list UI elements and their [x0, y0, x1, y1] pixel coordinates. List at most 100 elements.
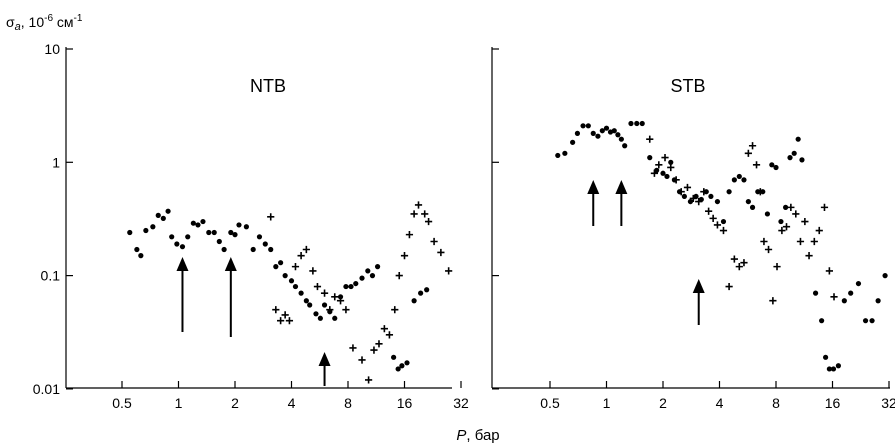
ntb-data-point-cross	[391, 306, 399, 314]
ntb-dot-series	[127, 208, 430, 372]
ntb-data-point-cross	[437, 248, 445, 257]
stb-axes: 0.5 1 2 4 8 16 32	[491, 47, 895, 411]
ntb-data-point-cross	[400, 252, 409, 260]
ntb-data-point-dot	[221, 246, 227, 253]
stb-data-point-dot	[764, 211, 771, 217]
stb-data-point-cross	[683, 183, 692, 192]
stb-data-point-dot	[687, 198, 694, 205]
stb-data-point-cross	[709, 214, 717, 222]
stb-data-point-dot	[830, 366, 837, 372]
stb-data-point-dot	[812, 290, 819, 296]
stb-arrows	[587, 180, 705, 325]
ntb-data-point-dot	[134, 246, 140, 253]
ntb-data-point-cross	[342, 306, 350, 314]
stb-cross-series	[646, 135, 838, 305]
stb-data-point-dot	[634, 120, 640, 127]
ntb-data-point-cross	[309, 267, 317, 275]
stb-data-point-cross	[752, 161, 761, 169]
ntb-data-point-dot	[395, 366, 401, 372]
stb-data-point-cross	[735, 263, 743, 271]
stb-data-point-cross	[695, 197, 703, 206]
ntb-data-point-dot	[190, 220, 196, 226]
ntb-data-point-dot	[232, 232, 238, 238]
ntb-data-point-cross	[414, 201, 423, 209]
ntb-data-point-cross	[370, 346, 378, 354]
stb-data-point-dot	[555, 152, 561, 159]
stb-data-point-dot	[819, 318, 825, 324]
stb-data-point-dot	[822, 354, 829, 360]
ntb-data-point-dot	[174, 241, 180, 247]
stb-data-point-dot	[826, 366, 832, 372]
stb-data-point-cross	[773, 263, 781, 271]
stb-data-point-dot	[714, 198, 721, 205]
stb-data-point-cross	[650, 169, 659, 177]
stb-data-point-dot	[769, 162, 775, 168]
ntb-data-point-dot	[348, 283, 354, 290]
stb-data-point-dot	[745, 198, 751, 205]
ntb-data-point-dot	[169, 234, 175, 240]
stb-data-point-cross	[677, 188, 685, 196]
stb-data-point-dot	[681, 193, 687, 200]
ntb-data-point-dot	[250, 246, 256, 253]
stb-data-point-cross	[661, 154, 669, 162]
ntb-data-point-cross	[277, 317, 285, 325]
ntb-data-point-cross	[313, 282, 322, 291]
stb-data-point-cross	[820, 203, 829, 211]
ntb-data-point-dot	[313, 311, 319, 317]
stb-data-point-cross	[646, 135, 654, 143]
ntb-data-point-dot	[206, 229, 212, 236]
ntb-y-tick-label: 0.01	[33, 381, 60, 397]
stb-data-point-cross	[672, 176, 680, 184]
ntb-data-point-dot	[317, 315, 323, 321]
stb-x-tick-label: 0.5	[540, 395, 560, 411]
ntb-x-tick-label: 32	[453, 395, 469, 411]
ntb-data-point-cross	[285, 317, 294, 325]
ntb-data-point-dot	[165, 208, 171, 214]
stb-data-point-cross	[810, 237, 818, 246]
ntb-x-tick-label: 0.5	[112, 395, 132, 411]
stb-title: STB	[670, 76, 705, 96]
ntb-data-point-dot	[268, 246, 274, 253]
ntb-data-point-cross	[331, 293, 339, 301]
ntb-data-point-dot	[211, 229, 217, 236]
stb-data-point-cross	[792, 210, 800, 218]
ntb-data-point-dot	[278, 260, 284, 266]
ntb-x-tick-label: 8	[344, 395, 352, 411]
stb-x-tick-label: 32	[881, 395, 895, 411]
stb-data-point-cross	[655, 161, 663, 169]
stb-data-point-dot	[799, 157, 805, 163]
ntb-data-point-cross	[375, 340, 383, 348]
ntb-data-point-dot	[303, 298, 309, 304]
stb-data-point-dot	[585, 123, 591, 129]
stb-data-point-cross	[667, 163, 675, 172]
ntb-data-point-dot	[228, 229, 234, 236]
stb-data-point-cross	[730, 255, 738, 263]
svg-text:σa, 10-6 см-1: σa, 10-6 см-1	[6, 13, 83, 33]
y-label-unit: см	[53, 14, 74, 30]
ntb-arrows	[176, 257, 331, 386]
stb-data-point-dot	[749, 204, 756, 210]
y-label-exponent-2: -1	[74, 13, 83, 24]
stb-data-point-dot	[726, 189, 732, 195]
ntb-data-point-cross	[326, 306, 334, 314]
stb-data-point-cross	[787, 203, 795, 211]
ntb-data-point-cross	[267, 213, 275, 221]
stb-data-point-dot	[862, 318, 869, 324]
stb-data-point-dot	[647, 155, 653, 161]
stb-data-point-dot	[773, 164, 779, 171]
stb-data-point-dot	[618, 136, 624, 142]
stb-x-tick-label: 2	[659, 395, 667, 411]
ntb-x-tick-label: 16	[397, 395, 413, 411]
stb-data-point-cross	[713, 221, 722, 229]
ntb-y-tick-label: 10	[44, 41, 60, 57]
ntb-data-point-cross	[302, 245, 310, 254]
stb-data-point-dot	[736, 173, 742, 180]
ntb-data-point-dot	[262, 241, 268, 247]
ntb-data-point-dot	[365, 268, 371, 274]
stb-data-point-cross	[760, 237, 768, 246]
stb-arrow-marker	[587, 180, 600, 226]
ntb-x-tick-label: 1	[175, 395, 183, 411]
stb-data-point-cross	[825, 267, 833, 275]
ntb-data-point-cross	[395, 272, 403, 280]
